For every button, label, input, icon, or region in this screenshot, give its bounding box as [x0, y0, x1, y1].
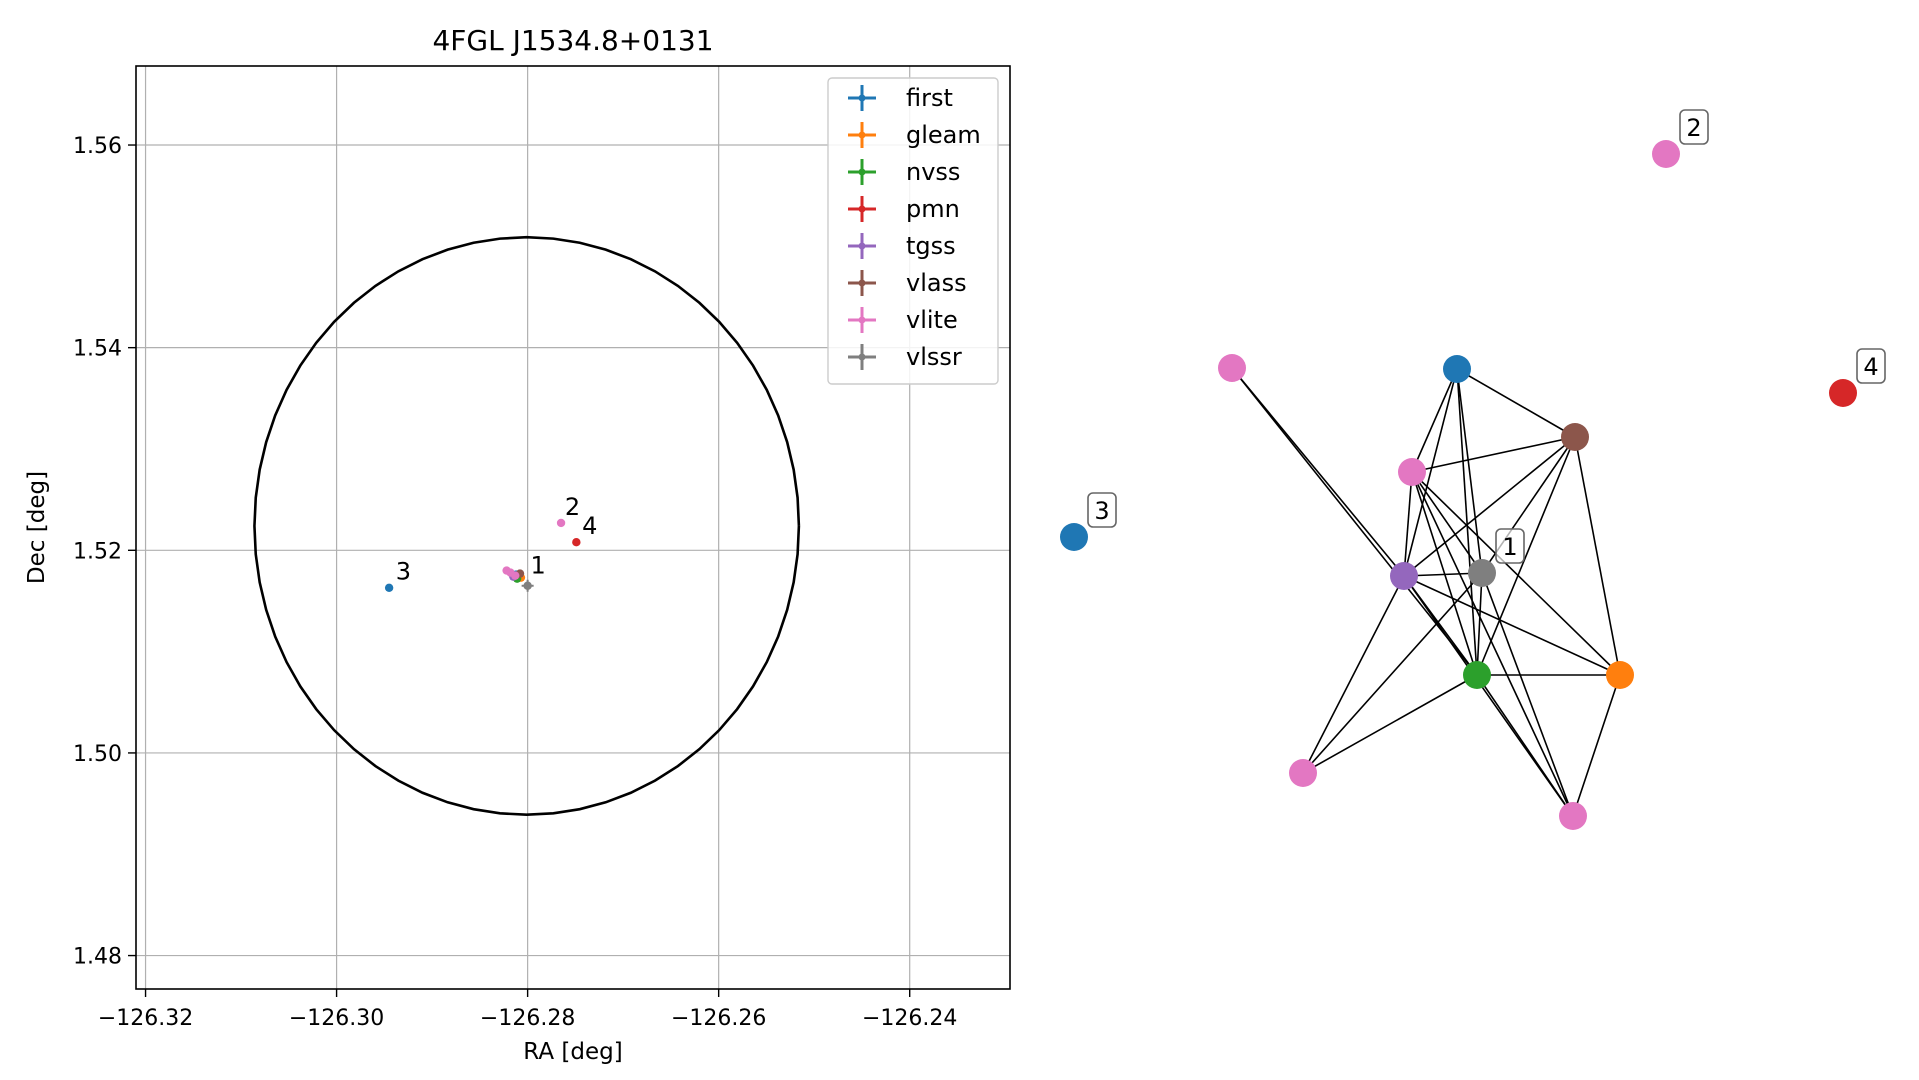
graph-edge [1403, 368, 1458, 577]
graph-edge [1456, 368, 1576, 438]
graph-edge [1456, 368, 1483, 574]
graph-node [1398, 458, 1426, 486]
data-point-vlite [556, 518, 566, 528]
graph-edge [1403, 471, 1413, 577]
x-tick-label: −126.24 [862, 1006, 957, 1031]
graph-node [1559, 802, 1587, 830]
error-circle [253, 235, 801, 817]
y-tick-label: 1.48 [73, 945, 122, 970]
graph-edge [1476, 572, 1483, 676]
graph-node [1218, 354, 1246, 382]
legend-marker-dot [858, 205, 866, 213]
x-axis-label: RA [deg] [523, 1039, 622, 1065]
y-tick-label: 1.56 [73, 134, 122, 159]
error-circle-layer [253, 235, 801, 817]
legend-label: tgss [906, 232, 956, 260]
legend-label: nvss [906, 158, 960, 186]
x-tick-label: −126.32 [98, 1006, 193, 1031]
graph-node-label: 4 [1863, 353, 1878, 381]
legend-label: vlass [906, 269, 967, 297]
legend-label: vlssr [906, 343, 962, 371]
data-point-vlssr [523, 581, 532, 590]
data-point-first [384, 583, 394, 592]
ticks-layer: −126.32 −126.30 −126.28 −126.26 −126.24 1.48 1… [73, 134, 957, 1031]
y-tick-label: 1.50 [73, 742, 122, 767]
graph-edge [1302, 575, 1405, 774]
legend-marker-dot [858, 131, 866, 139]
point-annotation: 2 [565, 493, 580, 521]
graph-edge [1302, 572, 1483, 774]
graph-node-badge [1087, 492, 1117, 528]
x-tick-label: −126.30 [289, 1006, 384, 1031]
graph-node-badge [1495, 528, 1525, 564]
graph-node-labels: 3 2 4 1 [1087, 109, 1886, 564]
graph-edge [1411, 436, 1576, 473]
graph-edge [1476, 674, 1574, 817]
graph-edge [1476, 436, 1576, 676]
y-tick-label: 1.54 [73, 337, 122, 362]
graph-node [1463, 661, 1491, 689]
graph-edge [1403, 575, 1621, 676]
graph-node-label: 3 [1094, 497, 1109, 525]
graph-panel: 3 2 4 1 [1060, 109, 1886, 830]
axes-frame [135, 65, 1011, 990]
x-tick-label: −126.28 [480, 1006, 575, 1031]
legend-marker-dot [858, 168, 866, 176]
legend-marker-dot [858, 316, 866, 324]
graph-edge [1481, 572, 1574, 817]
legend-label: gleam [906, 121, 981, 149]
graph-edge [1411, 471, 1483, 574]
y-axis-label: Dec [deg] [24, 471, 50, 584]
graph-edge [1411, 471, 1478, 676]
graph-node [1443, 355, 1471, 383]
graph-edge [1231, 367, 1478, 676]
legend-label: vlite [906, 306, 958, 334]
graph-edge [1456, 368, 1478, 676]
graph-node [1289, 759, 1317, 787]
graph-edge [1302, 674, 1478, 774]
point-annotation: 1 [530, 552, 545, 580]
legend-marker-dot [858, 242, 866, 250]
graph-node-label: 1 [1502, 533, 1517, 561]
graph-node [1468, 559, 1496, 587]
graph-edge [1411, 368, 1458, 473]
graph-edge [1403, 436, 1576, 577]
point-annotation: 4 [582, 512, 597, 540]
chart-title: 4FGL J1534.8+0131 [432, 24, 713, 57]
graph-edge [1572, 674, 1621, 817]
graph-node-badge [1856, 348, 1886, 384]
legend-marker-dot [858, 279, 866, 287]
graph-node [1561, 423, 1589, 451]
y-tick-label: 1.52 [73, 539, 122, 564]
data-points-layer [384, 518, 581, 592]
graph-edge [1411, 471, 1621, 676]
graph-node [1829, 379, 1857, 407]
x-tick-label: −126.26 [671, 1006, 766, 1031]
legend-marker-dot [858, 94, 866, 102]
graph-node [1606, 661, 1634, 689]
graph-edge [1411, 471, 1574, 817]
legend-box [827, 77, 999, 385]
legend-marker-dot [858, 353, 866, 361]
graph-edge [1574, 436, 1621, 676]
legend-label: pmn [906, 195, 960, 223]
graph-node-label: 2 [1686, 114, 1701, 142]
point-annotation: 3 [396, 558, 411, 586]
legend: first gleam nvss pmn tgss vlass vlite vlssr [827, 77, 999, 385]
graph-node [1390, 562, 1418, 590]
data-point-vlite [511, 571, 520, 580]
graph-node-badge [1679, 109, 1709, 145]
legend-label: first [906, 84, 953, 112]
graph-node [1060, 523, 1088, 551]
annotations-layer: 1 2 3 4 [396, 493, 598, 586]
graph-node [1652, 140, 1680, 168]
data-point-pmn [572, 537, 581, 547]
scatter-panel: 1 2 3 4 −126.32 −126.30 −126.28 −126.26 −126.24… [24, 24, 1011, 1065]
graph-nodes [1060, 140, 1857, 830]
